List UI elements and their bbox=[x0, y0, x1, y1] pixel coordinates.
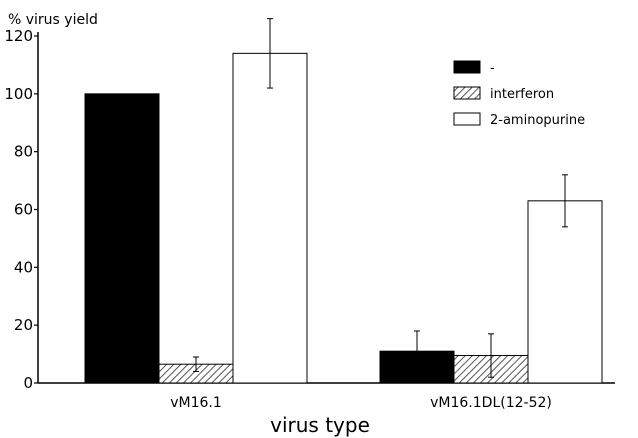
y-axis-title: % virus yield bbox=[8, 12, 98, 28]
y-tick-label: 0 bbox=[23, 374, 33, 392]
bar-3-2 bbox=[527, 200, 603, 384]
legend-swatch bbox=[453, 60, 481, 74]
legend-label: 2-aminopurine bbox=[490, 113, 585, 128]
bar-3-1 bbox=[232, 52, 308, 384]
legend-swatch bbox=[453, 112, 481, 126]
y-tick-label: 60 bbox=[14, 201, 33, 219]
y-ticks: 0 20 40 60 80 100 120 bbox=[4, 27, 38, 392]
category-label: vM16.1 bbox=[170, 395, 222, 411]
bar-1-1 bbox=[84, 93, 160, 384]
y-tick-label: 120 bbox=[4, 27, 33, 45]
error-bars bbox=[193, 18, 568, 378]
category-label: vM16.1DL(12-52) bbox=[430, 395, 552, 411]
legend-label: - bbox=[490, 61, 495, 76]
bars bbox=[84, 52, 603, 384]
y-tick-label: 80 bbox=[14, 143, 33, 161]
category-labels: vM16.1 vM16.1DL(12-52) bbox=[170, 395, 552, 411]
legend: - interferon 2-aminopurine bbox=[453, 60, 585, 128]
legend-swatch bbox=[453, 86, 481, 100]
y-tick-label: 20 bbox=[14, 316, 33, 334]
x-axis-title: virus type bbox=[270, 413, 370, 437]
legend-label: interferon bbox=[490, 87, 554, 102]
y-tick-label: 40 bbox=[14, 258, 33, 276]
y-tick-label: 100 bbox=[4, 85, 33, 103]
